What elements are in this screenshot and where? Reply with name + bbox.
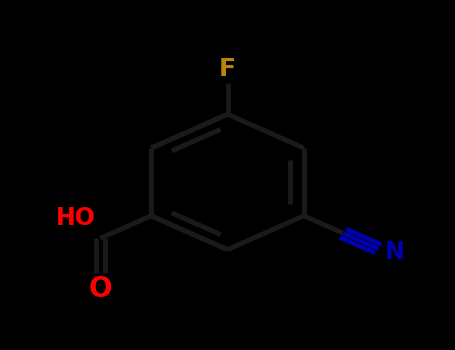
Text: N: N	[385, 239, 405, 264]
Text: F: F	[219, 57, 236, 81]
Text: HO: HO	[56, 206, 96, 230]
Text: O: O	[88, 275, 112, 303]
